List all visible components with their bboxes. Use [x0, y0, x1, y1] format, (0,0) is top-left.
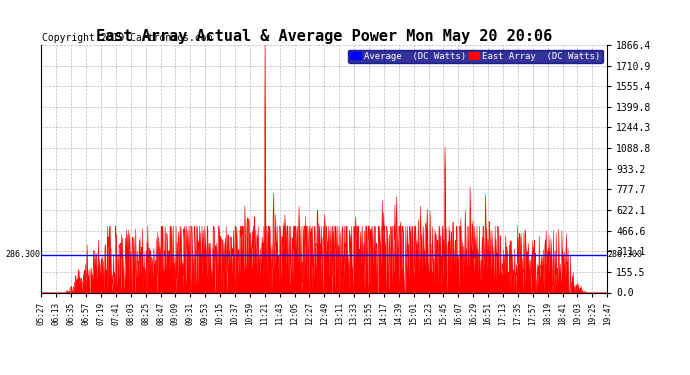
Title: East Array Actual & Average Power Mon May 20 20:06: East Array Actual & Average Power Mon Ma…	[96, 29, 553, 44]
Text: 286.300: 286.300	[6, 250, 41, 259]
Text: Copyright 2019 Cartronics.com: Copyright 2019 Cartronics.com	[42, 33, 213, 42]
Text: 286.300: 286.300	[608, 250, 643, 259]
Legend: Average  (DC Watts), East Array  (DC Watts): Average (DC Watts), East Array (DC Watts…	[348, 50, 602, 63]
